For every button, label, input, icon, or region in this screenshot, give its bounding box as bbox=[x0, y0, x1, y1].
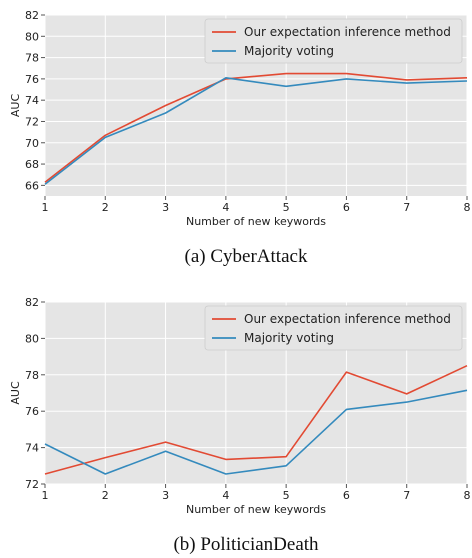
legend-box bbox=[204, 18, 463, 64]
y-tick-label: 80 bbox=[25, 332, 39, 345]
legend-label: Our expectation inference method bbox=[244, 312, 451, 326]
series-line-2 bbox=[44, 389, 468, 475]
legend-label: Majority voting bbox=[244, 44, 334, 58]
legend: Our expectation inference method Majority… bbox=[204, 305, 463, 351]
chart-caption: (a) CyberAttack bbox=[185, 246, 308, 267]
y-tick-label: 80 bbox=[25, 30, 39, 43]
x-tick-label: 7 bbox=[403, 201, 410, 214]
series-line-2 bbox=[44, 77, 468, 185]
y-tick-label: 78 bbox=[25, 52, 39, 65]
x-tick-label: 1 bbox=[42, 489, 49, 502]
y-tick-label: 72 bbox=[25, 478, 39, 491]
x-tick-label: 5 bbox=[283, 489, 290, 502]
y-tick-label: 76 bbox=[25, 405, 39, 418]
series-line-1 bbox=[44, 72, 468, 183]
legend-box bbox=[204, 305, 463, 351]
x-tick-label: 5 bbox=[283, 201, 290, 214]
x-tick-label: 3 bbox=[162, 489, 169, 502]
x-tick-label: 6 bbox=[343, 489, 350, 502]
y-tick-label: 70 bbox=[25, 137, 39, 150]
legend-label: Majority voting bbox=[244, 331, 334, 345]
y-tick-label: 74 bbox=[25, 94, 39, 107]
y-tick-label: 76 bbox=[25, 73, 39, 86]
y-tick-label: 72 bbox=[25, 115, 39, 128]
x-tick-label: 2 bbox=[102, 201, 109, 214]
x-tick-label: 8 bbox=[464, 201, 471, 214]
x-tick-label: 7 bbox=[403, 489, 410, 502]
legend-label: Our expectation inference method bbox=[244, 25, 451, 39]
y-tick-label: 74 bbox=[25, 442, 39, 455]
x-tick-label: 8 bbox=[464, 489, 471, 502]
x-tick-label: 2 bbox=[102, 489, 109, 502]
y-tick-label: 82 bbox=[25, 9, 39, 22]
x-tick-label: 6 bbox=[343, 201, 350, 214]
x-axis-label: Number of new keywords bbox=[186, 215, 326, 228]
x-tick-label: 4 bbox=[222, 489, 229, 502]
y-tick-label: 82 bbox=[25, 296, 39, 309]
legend: Our expectation inference method Majority… bbox=[204, 18, 463, 64]
y-tick-label: 78 bbox=[25, 369, 39, 382]
y-axis-label: AUC bbox=[9, 381, 22, 405]
x-tick-label: 3 bbox=[162, 201, 169, 214]
y-tick-label: 66 bbox=[25, 179, 39, 192]
y-axis-label: AUC bbox=[9, 94, 22, 118]
x-tick-label: 1 bbox=[42, 201, 49, 214]
chart-caption: (b) PoliticianDeath bbox=[173, 534, 319, 555]
x-tick-label: 4 bbox=[222, 201, 229, 214]
series-line-1 bbox=[44, 364, 468, 475]
x-axis-label: Number of new keywords bbox=[186, 503, 326, 516]
y-tick-label: 68 bbox=[25, 158, 39, 171]
